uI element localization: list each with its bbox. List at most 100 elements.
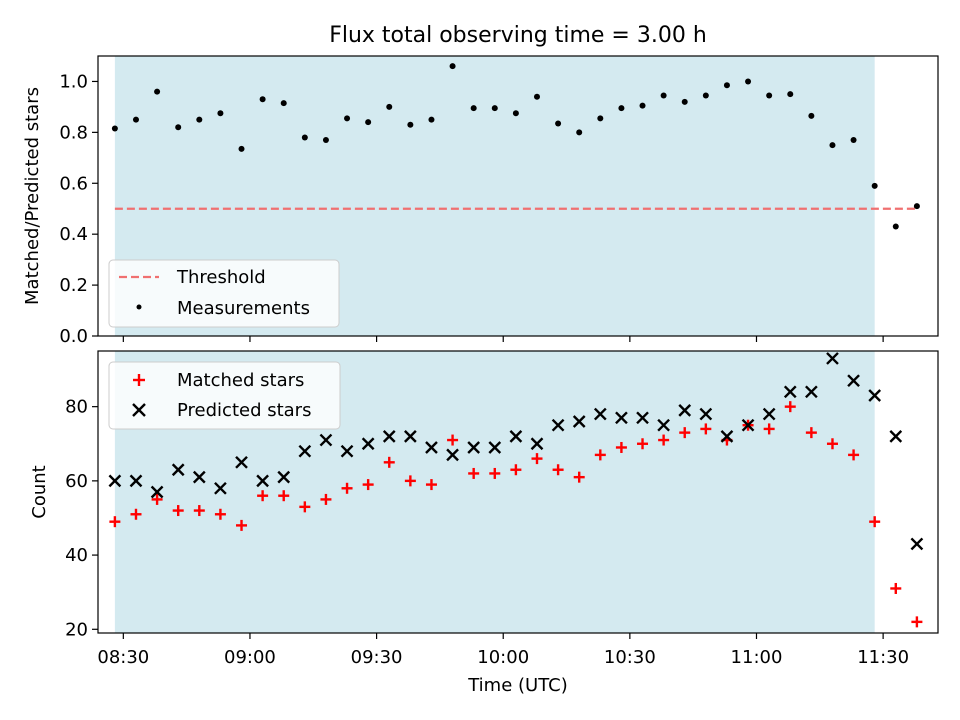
measurement-point <box>491 105 498 112</box>
matched-star-marker <box>615 441 627 453</box>
measurement-point <box>428 116 435 123</box>
predicted-star-marker <box>847 374 860 388</box>
matched-star-marker <box>763 423 775 435</box>
measurement-point <box>681 98 688 105</box>
predicted-star-marker <box>235 455 248 469</box>
top-panel: 0.0 0.2 0.4 0.6 0.8 1.0 Matched/Predicted sta… <box>22 55 939 347</box>
measurement-point <box>808 112 815 119</box>
matched-star-marker <box>573 471 585 483</box>
matched-star-marker <box>890 582 902 594</box>
matched-star-marker <box>869 516 881 528</box>
matched-star-marker <box>109 516 121 528</box>
measurement-point <box>766 92 773 99</box>
measurement-point <box>280 100 287 107</box>
matched-star-marker <box>214 508 226 520</box>
measurement-point <box>175 124 182 131</box>
matched-star-marker <box>341 482 353 494</box>
bottom-ytick-label: 40 <box>65 545 88 566</box>
bottom-axes-frame <box>97 350 939 634</box>
predicted-star-marker <box>615 411 628 425</box>
bottom-y-axis-label: Count <box>29 465 50 518</box>
predicted-star-marker <box>826 352 839 365</box>
top-ytick-label: 0.6 <box>59 173 88 194</box>
bottom-ytick-label: 20 <box>65 619 88 640</box>
measurement-point <box>344 115 351 122</box>
matched-star-marker <box>826 438 838 450</box>
measurement-point <box>449 63 456 70</box>
measurement-point <box>787 91 794 98</box>
measurement-point <box>829 142 836 149</box>
top-legend-box <box>108 259 340 328</box>
xtick-label: 10:00 <box>477 647 529 668</box>
xtick-label: 11:00 <box>731 647 783 668</box>
top-ytick-label: 0.0 <box>59 326 88 347</box>
matched-star-marker <box>320 493 332 505</box>
measurement-point <box>913 203 920 210</box>
legend-predicted-label: Predicted stars <box>177 400 311 421</box>
matched-star-marker <box>510 464 522 476</box>
predicted-star-marker <box>488 441 502 454</box>
matched-star-marker <box>911 616 923 628</box>
predicted-star-marker <box>910 537 924 551</box>
measurement-point <box>470 105 477 112</box>
measurement-point <box>111 125 118 132</box>
measurement-point <box>365 119 372 126</box>
predicted-star-marker <box>446 448 459 462</box>
measurement-point <box>745 78 752 85</box>
matched-star-marker <box>784 401 796 413</box>
matched-star-marker <box>594 449 606 461</box>
xtick-label: 09:30 <box>351 647 403 668</box>
legend-matched-label: Matched stars <box>177 370 304 391</box>
measurement-point <box>660 92 667 99</box>
predicted-star-marker <box>530 437 544 451</box>
predicted-star-marker <box>129 474 143 488</box>
matched-star-marker <box>679 427 691 439</box>
predicted-star-marker <box>150 485 164 499</box>
matched-star-marker <box>362 479 374 491</box>
top-ytick-label: 0.8 <box>59 122 88 143</box>
predicted-star-marker <box>805 385 818 399</box>
predicted-star-marker <box>636 411 649 425</box>
matched-star-marker <box>700 423 712 435</box>
predicted-star-marker <box>361 437 375 451</box>
predicted-star-marker <box>593 407 607 421</box>
measurement-point <box>576 129 583 136</box>
predicted-star-marker <box>171 463 185 477</box>
measurement-point <box>259 96 266 103</box>
matched-stars-points <box>109 401 923 628</box>
predicted-star-marker <box>551 418 565 432</box>
legend-matched-swatch <box>133 374 145 386</box>
top-ytick-label: 1.0 <box>59 71 88 92</box>
bottom-panel: 20 40 60 80 08:30 09:00 09:30 10:00 10:30 11:00 1… <box>29 350 939 696</box>
predicted-star-marker <box>382 429 396 443</box>
bottom-ytick-label: 60 <box>65 471 88 492</box>
predicted-star-marker <box>509 429 523 443</box>
xtick-label: 08:30 <box>97 647 149 668</box>
measurement-point <box>871 182 878 189</box>
measurement-point <box>618 105 625 112</box>
predicted-star-marker <box>741 418 755 432</box>
bottom-ytick-label: 80 <box>65 397 88 418</box>
measurement-point <box>639 102 646 109</box>
matched-star-marker <box>278 490 290 502</box>
measurement-point <box>217 110 224 117</box>
measurement-point <box>597 115 604 122</box>
top-y-axis: 0.0 0.2 0.4 0.6 0.8 1.0 <box>59 71 98 347</box>
matched-star-marker <box>193 505 205 517</box>
bottom-x-axis-ticks: 08:30 09:00 09:30 10:00 10:30 11:00 11:30 <box>97 633 909 668</box>
xtick-label: 11:30 <box>857 647 909 668</box>
measurement-point <box>238 145 245 152</box>
predicted-star-marker <box>783 385 797 399</box>
predicted-star-marker <box>404 429 417 443</box>
matched-star-marker <box>848 449 860 461</box>
matched-star-marker <box>468 467 480 479</box>
top-ytick-label: 0.4 <box>59 224 88 245</box>
measurement-point <box>301 134 308 141</box>
top-ytick-label: 0.2 <box>59 275 88 296</box>
predicted-star-marker <box>720 429 734 443</box>
predicted-star-marker <box>214 481 227 495</box>
matched-star-marker <box>658 434 670 446</box>
predicted-star-marker <box>277 470 291 484</box>
predicted-star-marker <box>699 407 713 421</box>
legend-measurements-label: Measurements <box>177 298 310 319</box>
